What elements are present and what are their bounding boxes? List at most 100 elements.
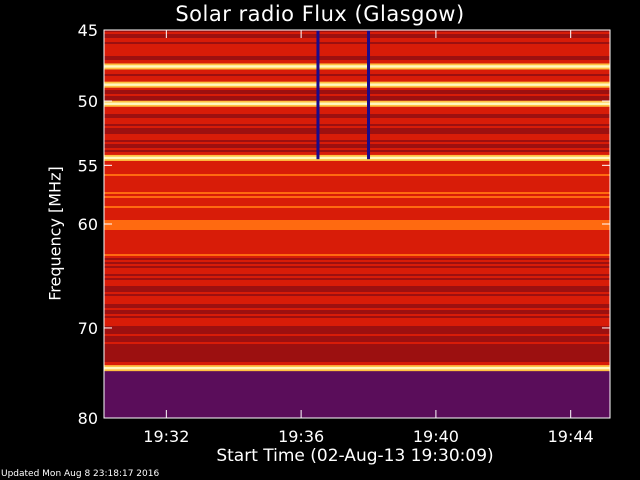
spectrogram-row <box>104 324 610 326</box>
spectrogram-row <box>104 238 610 240</box>
spectrogram-row <box>104 168 610 170</box>
spectrogram-row <box>104 334 610 336</box>
spectrogram-row <box>104 414 610 416</box>
bright-band-core <box>104 102 610 105</box>
spectrogram-row <box>104 60 610 62</box>
spectrogram-row <box>104 140 610 142</box>
x-tick-label: 19:32 <box>143 427 189 446</box>
spectrogram-row <box>104 416 610 418</box>
spectrogram-row <box>104 188 610 190</box>
spectrogram-row <box>104 132 610 134</box>
x-tick-label: 19:44 <box>548 427 594 446</box>
spectrogram-row <box>104 242 610 244</box>
spectrogram-row <box>104 240 610 242</box>
spectrogram-row <box>104 304 610 306</box>
spectrogram-row <box>104 120 610 122</box>
spectrogram-row <box>104 360 610 362</box>
spectrogram-row <box>104 350 610 352</box>
spectrogram-row <box>104 258 610 260</box>
spectrogram-row <box>104 164 610 166</box>
spectrogram-row <box>104 248 610 250</box>
spectrogram-image <box>104 30 610 418</box>
spectrogram-row <box>104 190 610 192</box>
spectrogram-row <box>104 50 610 52</box>
spectrogram-row <box>104 38 610 40</box>
spectrogram-row <box>104 376 610 378</box>
y-tick-label: 55 <box>78 156 98 175</box>
spectrogram-row <box>104 402 610 404</box>
spectrogram-row <box>104 244 610 246</box>
spectrogram-row <box>104 398 610 400</box>
y-tick-label: 70 <box>78 319 98 338</box>
spectrogram-row <box>104 106 610 108</box>
y-axis-label: Frequency [MHz] <box>45 166 65 301</box>
spectrogram-row <box>104 326 610 328</box>
spectrogram-row <box>104 280 610 282</box>
spectrogram-row <box>104 272 610 274</box>
spectrogram-row <box>104 166 610 168</box>
spectrogram-row <box>104 270 610 272</box>
spectrogram-row <box>104 394 610 396</box>
spectrogram-row <box>104 196 610 198</box>
x-tick-label: 19:40 <box>413 427 459 446</box>
spectrogram-row <box>104 338 610 340</box>
bright-band-core <box>104 83 610 86</box>
spectrogram-row <box>104 76 610 78</box>
spectrogram-row <box>104 318 610 320</box>
spectrogram-row <box>104 306 610 308</box>
spectrogram-row <box>104 216 610 218</box>
spectrogram-row <box>104 224 610 226</box>
spectrogram-row <box>104 284 610 286</box>
spectrogram-row <box>104 382 610 384</box>
spectrogram-row <box>104 336 610 338</box>
spectrogram-row <box>104 354 610 356</box>
spectrogram-row <box>104 114 610 116</box>
spectrogram-row <box>104 296 610 298</box>
spectrogram-row <box>104 406 610 408</box>
spectrogram-row <box>104 130 610 132</box>
spectrogram-row <box>104 356 610 358</box>
spectrogram-row <box>104 110 610 112</box>
spectrogram-row <box>104 42 610 44</box>
spectrogram-row <box>104 268 610 270</box>
spectrogram-row <box>104 292 610 294</box>
spectrogram-row <box>104 404 610 406</box>
spectrogram-row <box>104 378 610 380</box>
spectrogram-row <box>104 172 610 174</box>
spectrogram-row <box>104 372 610 374</box>
spectrogram-row <box>104 226 610 228</box>
spectrogram-row <box>104 358 610 360</box>
spectrogram-row <box>104 294 610 296</box>
spectrogram-row <box>104 62 610 64</box>
spectrogram-row <box>104 308 610 310</box>
spectrogram-row <box>104 150 610 152</box>
y-tick-label: 45 <box>78 21 98 40</box>
spectrogram-row <box>104 234 610 236</box>
spectrogram-row <box>104 32 610 34</box>
spectrogram-row <box>104 198 610 200</box>
spectrogram-row <box>104 302 610 304</box>
spectrogram-row <box>104 58 610 60</box>
spectrogram-row <box>104 96 610 98</box>
spectrogram-row <box>104 186 610 188</box>
spectrogram-row <box>104 160 610 162</box>
updated-timestamp: Updated Mon Aug 8 23:18:17 2016 <box>1 469 160 479</box>
spectrogram-row <box>104 210 610 212</box>
spectrogram-row <box>104 410 610 412</box>
spectrogram-row <box>104 380 610 382</box>
spectrogram-row <box>104 346 610 348</box>
spectrogram-row <box>104 56 610 58</box>
spectrogram-row <box>104 218 610 220</box>
spectrogram-row <box>104 282 610 284</box>
spectrogram-row <box>104 222 610 224</box>
spectrogram-row <box>104 312 610 314</box>
spectrogram-row <box>104 300 610 302</box>
spectrogram-row <box>104 202 610 204</box>
spectrogram-row <box>104 384 610 386</box>
y-tick-label: 60 <box>78 215 98 234</box>
spectrogram-row <box>104 408 610 410</box>
spectrogram-row <box>104 30 610 32</box>
spectrogram-row <box>104 192 610 194</box>
spectrogram-row <box>104 232 610 234</box>
